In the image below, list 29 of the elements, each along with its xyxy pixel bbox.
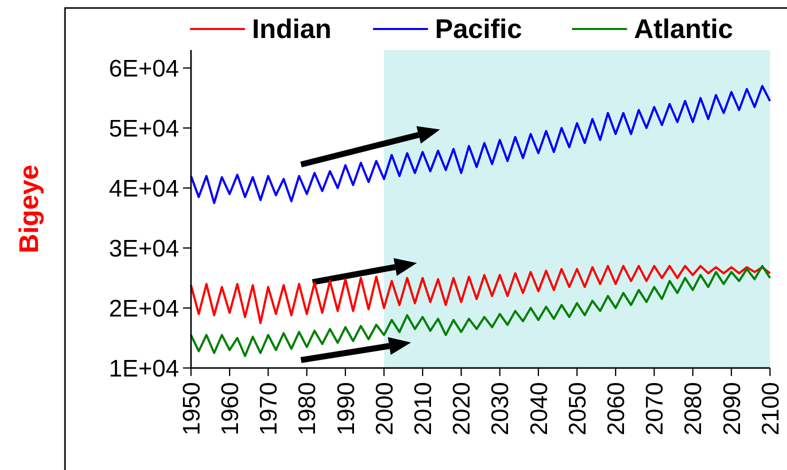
line-series <box>190 264 772 358</box>
x-tick-label: 1950 <box>178 382 206 436</box>
x-tick-label: 1990 <box>332 382 360 436</box>
x-tick-label: 2020 <box>448 382 476 436</box>
y-axis-title: Bigeye <box>14 164 44 254</box>
legend-label: Indian <box>252 14 332 44</box>
legend-label: Atlantic <box>634 14 734 44</box>
y-tick-label: 6E+04 <box>108 55 179 82</box>
line-series <box>190 84 772 204</box>
line-series <box>190 264 772 324</box>
x-tick-label: 1980 <box>294 382 322 436</box>
x-tick-label: 2010 <box>410 382 437 436</box>
x-tick-label: 2060 <box>603 382 630 436</box>
x-tick-label: 2080 <box>680 382 708 436</box>
x-tick-label: 2030 <box>487 382 514 436</box>
y-tick-label: 1E+04 <box>108 355 179 382</box>
x-tick-label: 2040 <box>526 382 553 436</box>
x-tick-label: 2100 <box>757 382 784 436</box>
y-tick-label: 4E+04 <box>108 175 179 202</box>
y-tick-label: 5E+04 <box>108 115 179 142</box>
x-tick-label: 2090 <box>718 382 746 436</box>
y-tick-label: 2E+04 <box>108 295 179 322</box>
x-tick-label: 2070 <box>642 382 669 436</box>
x-tick-label: 2000 <box>371 382 398 436</box>
x-tick-label: 1960 <box>217 382 244 436</box>
x-tick-label: 1970 <box>256 382 283 436</box>
y-tick-label: 3E+04 <box>108 235 179 262</box>
legend-label: Pacific <box>435 14 522 44</box>
x-tick-label: 2050 <box>564 382 592 436</box>
